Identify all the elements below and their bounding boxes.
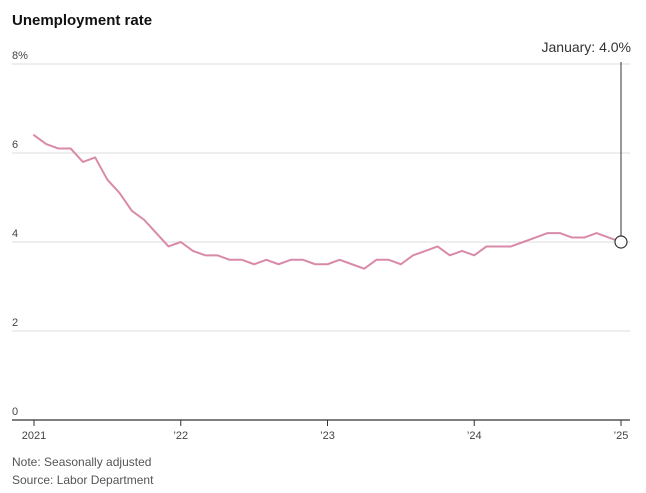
data-point bbox=[545, 231, 550, 236]
grid-lines bbox=[12, 63, 630, 421]
x-axis: 2021 ’22 ’23 ’24 ’25 bbox=[22, 420, 629, 442]
data-point bbox=[582, 235, 587, 240]
y-tick-label: 6 bbox=[12, 139, 18, 151]
data-point bbox=[105, 177, 110, 182]
data-point bbox=[68, 146, 73, 151]
data-point bbox=[447, 253, 452, 258]
data-point bbox=[533, 235, 538, 240]
data-point bbox=[325, 262, 330, 267]
data-point bbox=[178, 240, 183, 245]
data-point bbox=[349, 262, 354, 267]
data-point bbox=[460, 248, 465, 253]
data-point bbox=[93, 155, 98, 160]
data-point bbox=[484, 244, 489, 249]
data-point bbox=[435, 244, 440, 249]
data-point bbox=[56, 146, 61, 151]
x-tick-label: ’22 bbox=[173, 430, 188, 442]
y-tick-label: 2 bbox=[12, 317, 18, 329]
data-point bbox=[190, 248, 195, 253]
data-point bbox=[570, 235, 575, 240]
data-point bbox=[411, 253, 416, 258]
data-point bbox=[386, 257, 391, 262]
y-tick-label: 4 bbox=[12, 228, 18, 240]
x-tick-label: ’23 bbox=[320, 430, 335, 442]
data-point bbox=[252, 262, 257, 267]
x-tick-label: ’24 bbox=[467, 430, 482, 442]
data-point bbox=[508, 244, 513, 249]
data-point bbox=[166, 244, 171, 249]
data-point bbox=[154, 231, 159, 236]
data-point bbox=[337, 257, 342, 262]
chart-title: Unemployment rate bbox=[12, 12, 153, 29]
series-line bbox=[33, 134, 622, 270]
x-tick-label: 2021 bbox=[22, 430, 46, 442]
annotation-group: January: 4.0% bbox=[542, 39, 632, 249]
data-point bbox=[80, 159, 85, 164]
data-point bbox=[594, 231, 599, 236]
y-tick-label: 8% bbox=[12, 50, 28, 62]
data-point bbox=[374, 257, 379, 262]
highlight-marker bbox=[614, 235, 628, 249]
note-text: Note: Seasonally adjusted bbox=[12, 455, 152, 469]
data-point bbox=[313, 262, 318, 267]
data-point bbox=[557, 231, 562, 236]
y-tick-label: 0 bbox=[12, 406, 18, 418]
line-chart: 0 2 4 6 8% 2021 ’22 ’23 ’24 ’25 January: 4.0% bbox=[12, 39, 632, 442]
data-point bbox=[32, 133, 37, 138]
data-point bbox=[496, 244, 501, 249]
data-point bbox=[203, 253, 208, 258]
data-point bbox=[301, 257, 306, 262]
x-tick-label: ’25 bbox=[614, 430, 629, 442]
data-point bbox=[129, 208, 134, 213]
source-text: Source: Labor Department bbox=[12, 473, 154, 487]
data-point bbox=[215, 253, 220, 258]
data-point bbox=[276, 262, 281, 267]
y-axis-labels: 0 2 4 6 8% bbox=[12, 50, 28, 418]
data-point bbox=[142, 217, 147, 222]
data-point bbox=[117, 191, 122, 196]
data-point bbox=[472, 253, 477, 258]
data-point bbox=[288, 257, 293, 262]
data-point bbox=[239, 257, 244, 262]
data-point bbox=[398, 262, 403, 267]
data-point bbox=[362, 266, 367, 271]
data-point bbox=[521, 240, 526, 245]
data-point bbox=[606, 235, 611, 240]
series-group bbox=[32, 133, 622, 271]
data-point bbox=[423, 248, 428, 253]
data-point bbox=[264, 257, 269, 262]
annotation-label: January: 4.0% bbox=[542, 39, 632, 55]
data-point bbox=[44, 142, 49, 147]
data-point bbox=[227, 257, 232, 262]
